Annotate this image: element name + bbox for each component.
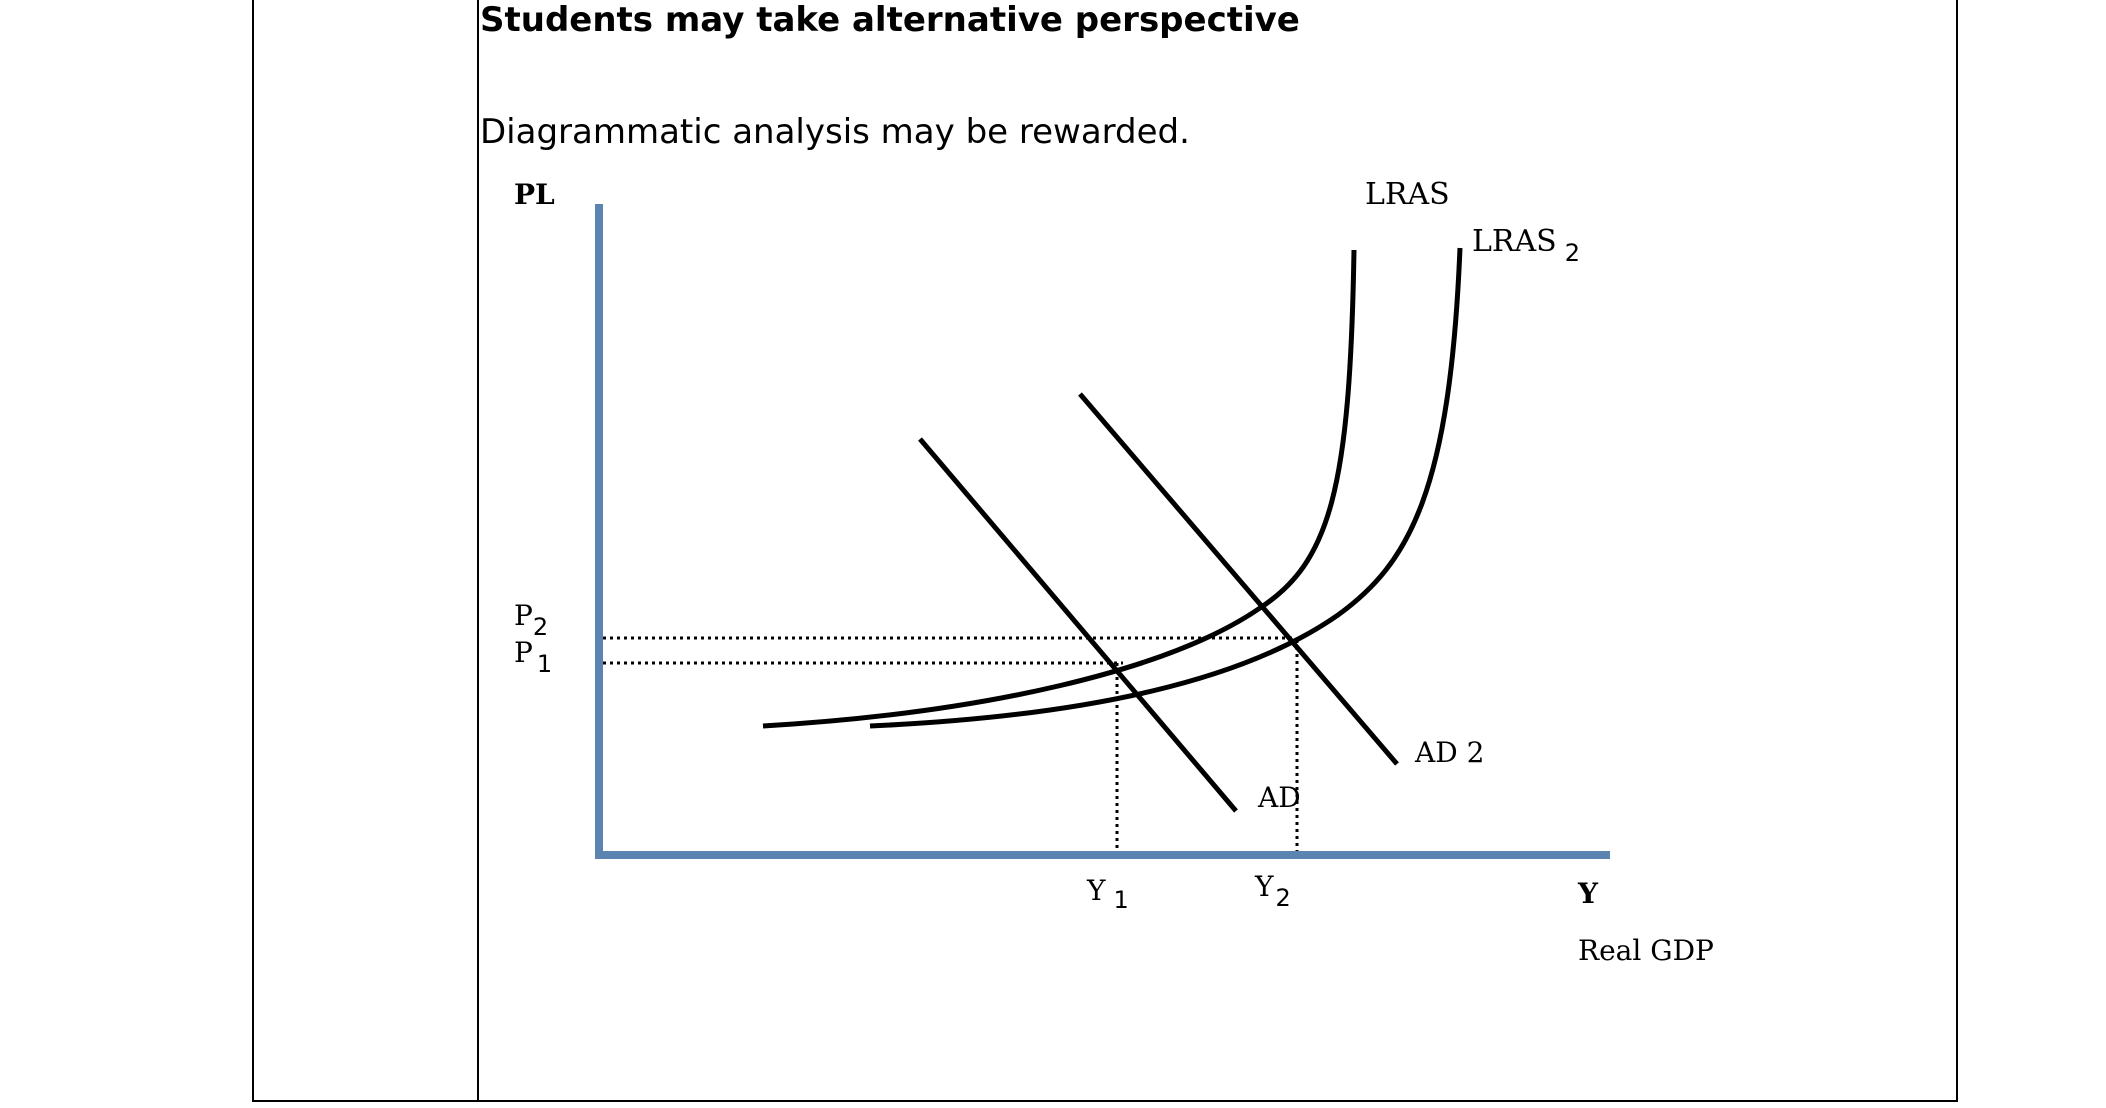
table-frame xyxy=(252,0,1958,1102)
ad2-curve xyxy=(1078,392,1399,766)
x-axis-label: Y xyxy=(1577,877,1599,910)
ad-curve xyxy=(918,437,1238,813)
y2-label: Y2 xyxy=(1254,870,1291,912)
p2-label: P2 xyxy=(514,599,548,641)
section-heading: Students may take alternative perspectiv… xyxy=(480,0,1300,40)
lras2-curve xyxy=(869,247,1463,729)
lras2-label: LRAS 2 xyxy=(1472,224,1580,267)
ad2-label: AD 2 xyxy=(1414,736,1484,769)
ad-label: AD xyxy=(1257,781,1301,814)
lras-label: LRAS xyxy=(1365,177,1450,212)
instruction-text: Diagrammatic analysis may be rewarded. xyxy=(480,112,1190,152)
mark-scheme-cell: Students may take alternative perspectiv… xyxy=(480,0,1956,1100)
lras-curve xyxy=(762,249,1357,729)
y-axis-label: PL xyxy=(514,178,555,211)
x-axis-title: Real GDP xyxy=(1578,934,1714,967)
column-divider xyxy=(477,0,479,1102)
